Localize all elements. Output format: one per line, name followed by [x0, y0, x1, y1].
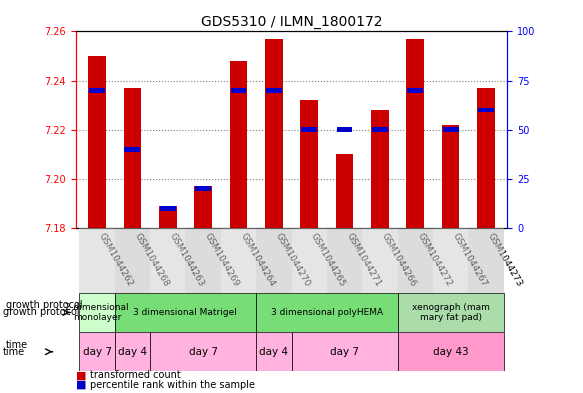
Bar — [256, 332, 292, 371]
Bar — [292, 332, 398, 371]
Text: percentile rank within the sample: percentile rank within the sample — [90, 380, 255, 390]
Bar — [265, 39, 283, 228]
Bar — [336, 127, 353, 132]
Bar — [160, 206, 175, 211]
Text: GSM1044272: GSM1044272 — [415, 231, 453, 288]
Bar — [398, 228, 433, 293]
Text: day 4: day 4 — [259, 347, 289, 357]
Text: 3 dimensional Matrigel: 3 dimensional Matrigel — [134, 308, 237, 317]
Bar — [266, 88, 282, 93]
Bar — [372, 127, 388, 132]
Bar — [185, 228, 221, 293]
Bar — [79, 332, 115, 371]
Bar — [256, 293, 398, 332]
Bar — [442, 127, 459, 132]
Text: day 4: day 4 — [118, 347, 147, 357]
Text: GSM1044267: GSM1044267 — [451, 231, 489, 288]
Bar — [124, 147, 141, 152]
Text: transformed count: transformed count — [90, 370, 181, 380]
Text: GSM1044268: GSM1044268 — [132, 231, 170, 288]
Bar — [88, 56, 106, 228]
Bar — [468, 228, 504, 293]
Bar — [150, 332, 256, 371]
Bar — [159, 206, 177, 228]
Text: ■: ■ — [76, 370, 86, 380]
Text: growth protocol: growth protocol — [3, 307, 79, 318]
Text: GSM1044271: GSM1044271 — [345, 231, 382, 288]
Bar — [477, 88, 495, 228]
Bar — [115, 228, 150, 293]
Text: growth protocol: growth protocol — [6, 301, 82, 310]
Bar — [124, 88, 141, 228]
Text: GSM1044266: GSM1044266 — [380, 231, 418, 288]
Text: time: time — [6, 340, 28, 350]
Text: xenograph (mam
mary fat pad): xenograph (mam mary fat pad) — [412, 303, 490, 322]
Text: GSM1044273: GSM1044273 — [486, 231, 524, 288]
Bar — [406, 39, 424, 228]
Text: GSM1044265: GSM1044265 — [309, 231, 347, 288]
Text: GSM1044269: GSM1044269 — [203, 231, 241, 288]
Text: ■: ■ — [76, 380, 86, 390]
Bar — [194, 186, 212, 228]
Bar — [398, 293, 504, 332]
Bar — [408, 88, 423, 93]
Bar — [327, 228, 362, 293]
Bar — [433, 228, 468, 293]
Text: 2 dimensional
monolayer: 2 dimensional monolayer — [65, 303, 129, 322]
Text: day 7: day 7 — [83, 347, 111, 357]
Bar — [195, 186, 211, 191]
Bar — [115, 332, 150, 371]
Bar — [362, 228, 398, 293]
Text: time: time — [3, 347, 25, 357]
Title: GDS5310 / ILMN_1800172: GDS5310 / ILMN_1800172 — [201, 15, 382, 29]
Bar — [230, 61, 247, 228]
Bar — [442, 125, 459, 228]
Text: day 7: day 7 — [188, 347, 217, 357]
Bar — [292, 228, 327, 293]
Bar — [115, 293, 256, 332]
Bar — [230, 88, 247, 93]
Text: GSM1044270: GSM1044270 — [274, 231, 312, 288]
Bar — [79, 228, 115, 293]
Bar — [89, 88, 105, 93]
Bar — [398, 332, 504, 371]
Bar — [336, 154, 353, 228]
Text: GSM1044264: GSM1044264 — [238, 231, 276, 288]
Text: day 43: day 43 — [433, 347, 469, 357]
Bar — [150, 228, 185, 293]
Bar — [301, 127, 317, 132]
Bar — [478, 108, 494, 112]
Bar — [371, 110, 389, 228]
Bar — [300, 100, 318, 228]
Bar — [221, 228, 256, 293]
Text: 3 dimensional polyHEMA: 3 dimensional polyHEMA — [271, 308, 383, 317]
Text: GSM1044262: GSM1044262 — [97, 231, 135, 288]
Bar — [256, 228, 292, 293]
Text: day 7: day 7 — [330, 347, 359, 357]
Bar — [79, 293, 115, 332]
Text: GSM1044263: GSM1044263 — [168, 231, 206, 288]
